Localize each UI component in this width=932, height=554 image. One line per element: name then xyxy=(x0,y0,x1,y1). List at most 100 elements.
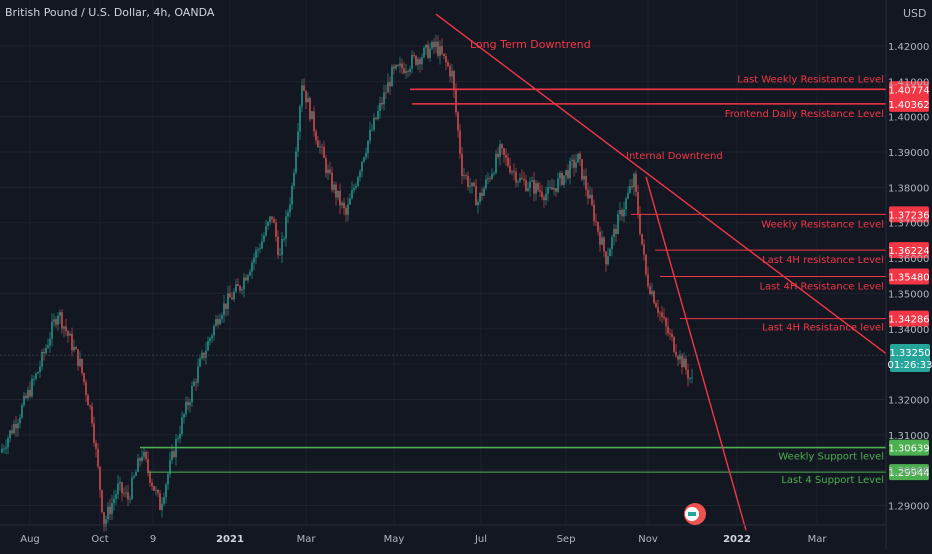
grid-layer xyxy=(0,0,886,525)
candle-body xyxy=(663,316,665,319)
candle-body xyxy=(219,319,221,325)
candle-body xyxy=(503,148,505,155)
candle-body xyxy=(89,405,91,407)
candle-body xyxy=(381,102,383,105)
candle-body xyxy=(423,47,425,58)
candle-body xyxy=(319,146,321,148)
candle-body xyxy=(369,129,371,141)
trend-line[interactable] xyxy=(435,13,887,355)
candle-body xyxy=(257,249,259,251)
level-price-label: 1.34286 xyxy=(888,315,929,326)
candle-body xyxy=(567,170,569,179)
candle-body xyxy=(501,144,503,149)
candle-body xyxy=(377,110,379,119)
candle-body xyxy=(651,291,653,295)
candle-body xyxy=(605,251,607,265)
candle-body xyxy=(173,451,175,458)
candle-body xyxy=(681,354,683,368)
candle-body xyxy=(523,179,525,181)
candle-body xyxy=(339,190,341,206)
candle-body xyxy=(421,57,423,65)
candle-body xyxy=(575,162,577,168)
candle-body xyxy=(99,466,101,491)
candle-body xyxy=(473,182,475,187)
candle-body xyxy=(185,401,187,415)
candle-body xyxy=(521,177,523,180)
candle-body xyxy=(351,189,353,199)
candle-body xyxy=(167,474,169,485)
candle-body xyxy=(127,492,129,500)
candle-body xyxy=(273,219,275,223)
candle-body xyxy=(299,106,301,132)
candle-body xyxy=(425,44,427,48)
candle-body xyxy=(589,194,591,199)
candle-body xyxy=(27,389,29,399)
candle-body xyxy=(415,55,417,65)
y-tick-label: 1.42000 xyxy=(888,42,929,53)
y-tick-label: 1.38000 xyxy=(888,183,929,194)
candle-body xyxy=(359,171,361,178)
y-tick-label: 1.36000 xyxy=(888,254,929,265)
candle-body xyxy=(39,366,41,373)
candle-body xyxy=(211,335,213,339)
candle-body xyxy=(449,66,451,77)
candle-body xyxy=(653,291,655,304)
candle-body xyxy=(635,173,637,193)
candle-body xyxy=(335,184,337,198)
candle-body xyxy=(33,378,35,380)
trend-layer: Long Term Downtrend Internal Downtrend xyxy=(435,13,887,531)
candle-body xyxy=(65,326,67,332)
candle-body xyxy=(97,448,99,467)
candle-body xyxy=(533,180,535,194)
candle-body xyxy=(95,442,97,449)
candle-body xyxy=(363,157,365,162)
candle-body xyxy=(327,169,329,174)
trend-line[interactable] xyxy=(645,176,747,531)
y-tick-label: 1.39000 xyxy=(888,148,929,159)
candle-body xyxy=(17,423,19,429)
candle-body xyxy=(291,185,293,205)
candle-body xyxy=(341,202,343,206)
candle-body xyxy=(461,153,463,177)
candle-body xyxy=(367,140,369,153)
candle-body xyxy=(481,192,483,196)
tradingview-logo-icon[interactable] xyxy=(684,503,706,525)
candle-body xyxy=(293,172,295,186)
candle-body xyxy=(209,338,211,342)
price-badge: 1.33250 01:26:33 xyxy=(888,344,932,372)
candle-body xyxy=(531,180,533,182)
candle-body xyxy=(297,131,299,152)
candle-body xyxy=(591,194,593,205)
candle-body xyxy=(323,146,325,158)
level-label: Weekly Support level xyxy=(778,452,884,463)
candle-body xyxy=(389,82,391,87)
candle-body xyxy=(197,366,199,383)
candle-body xyxy=(393,66,395,69)
candle-body xyxy=(387,82,389,93)
candle-body xyxy=(399,63,401,66)
candle-body xyxy=(391,66,393,87)
level-label: Last 4H Resistance level xyxy=(762,323,884,334)
candle-body xyxy=(189,402,191,406)
candle-body xyxy=(669,333,671,335)
candle-body xyxy=(539,190,541,192)
candle-body xyxy=(111,503,113,515)
candle-body xyxy=(349,198,351,205)
level-price-label: 1.30639 xyxy=(888,444,929,455)
candle-body xyxy=(347,204,349,215)
currency-label[interactable]: USD xyxy=(903,7,927,20)
level-label: Weekly Resistance Level xyxy=(761,219,884,230)
candle-body xyxy=(515,171,517,183)
level-price-label: 1.29944 xyxy=(888,468,929,479)
candle-body xyxy=(91,406,93,424)
candle-body xyxy=(191,385,193,403)
y-tick-label: 1.40000 xyxy=(888,113,929,124)
candle-body xyxy=(307,98,309,103)
candle-body xyxy=(105,519,107,527)
candle-body xyxy=(241,289,243,291)
candle-body xyxy=(555,188,557,192)
candle-body xyxy=(677,356,679,360)
level-price-badge xyxy=(889,95,929,112)
